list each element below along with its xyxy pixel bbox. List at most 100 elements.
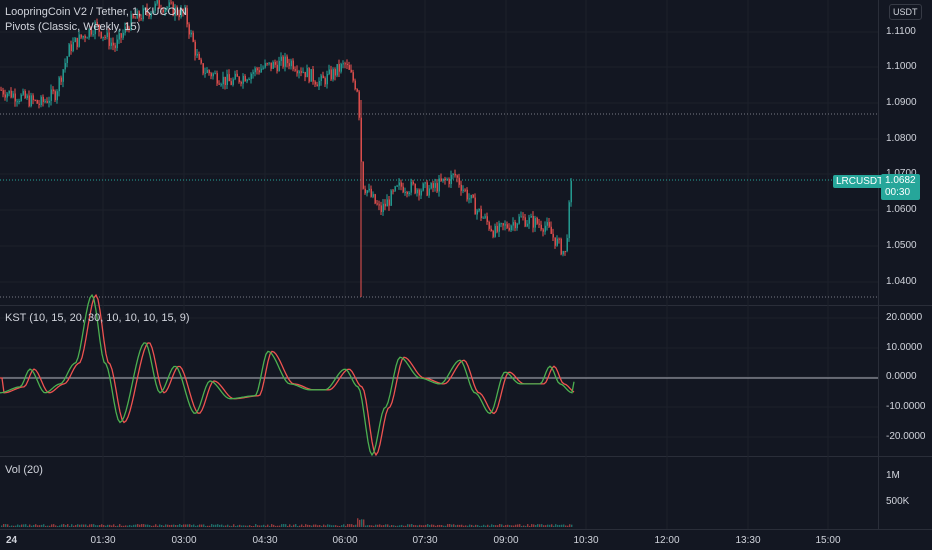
candle-body <box>308 68 310 82</box>
candle-body <box>320 75 322 81</box>
candle-body <box>512 222 514 226</box>
volume-bar <box>55 525 57 527</box>
volume-bar <box>183 524 185 527</box>
candle-body <box>24 91 26 99</box>
candle-body <box>474 197 476 215</box>
candle-body <box>528 217 530 224</box>
candle-body <box>80 34 82 38</box>
candle-body <box>64 63 66 70</box>
candle-body <box>264 63 266 68</box>
kst-axis[interactable] <box>878 306 932 456</box>
volume-bar <box>171 524 173 527</box>
volume-bar <box>137 524 139 527</box>
volume-bar <box>173 524 175 527</box>
volume-bar <box>429 524 431 527</box>
main-legend-indicator[interactable]: Pivots (Classic, Weekly, 15) <box>5 21 141 33</box>
candle-body <box>278 60 280 72</box>
volume-bar <box>45 525 47 527</box>
volume-bar <box>61 524 63 527</box>
candle-body <box>354 80 356 90</box>
volume-bar <box>291 525 293 527</box>
volume-bar <box>127 525 129 527</box>
candle-body <box>152 10 154 13</box>
last-price-badge: 1.0682 00:30 <box>881 174 920 200</box>
volume-bar <box>367 525 369 527</box>
candle-body <box>244 75 246 82</box>
volume-bar <box>95 525 97 527</box>
price-axis[interactable] <box>878 0 932 305</box>
candle-body <box>468 198 470 200</box>
candle-body <box>108 32 110 46</box>
candle-body <box>78 34 80 47</box>
kst-legend[interactable]: KST (10, 15, 20, 30, 10, 10, 10, 15, 9) <box>5 312 190 324</box>
countdown-timer: 00:30 <box>885 187 911 198</box>
volume-bar <box>179 524 181 527</box>
candle-body <box>4 94 6 98</box>
candle-body <box>280 56 282 61</box>
volume-bar <box>337 525 339 527</box>
candle-body <box>510 225 512 231</box>
volume-bar <box>325 525 327 527</box>
candle-body <box>144 8 146 10</box>
candle-body <box>132 14 134 18</box>
candle-body <box>48 100 50 103</box>
volume-bar <box>81 524 83 527</box>
volume-axis[interactable] <box>878 457 932 529</box>
candle-body <box>370 188 372 197</box>
volume-bar <box>151 525 153 527</box>
price-axis-tick: 1.0700 <box>878 168 932 179</box>
volume-bar <box>563 524 565 527</box>
volume-bar <box>455 525 457 527</box>
volume-bar <box>503 525 505 527</box>
candle-body <box>192 32 194 42</box>
candle-body <box>236 73 238 77</box>
candle-body <box>364 188 366 194</box>
volume-bar <box>565 525 567 527</box>
volume-bar <box>445 525 447 527</box>
volume-bar <box>87 525 89 527</box>
volume-bar <box>449 524 451 527</box>
volume-bar <box>435 525 437 527</box>
pane-separator[interactable] <box>0 305 932 306</box>
candle-body <box>328 69 330 74</box>
candle-body <box>436 183 438 192</box>
candle-body <box>134 17 136 19</box>
time-axis-tick: 15:00 <box>815 535 841 546</box>
volume-bar <box>343 524 345 527</box>
volume-bar <box>19 525 21 527</box>
volume-legend[interactable]: Vol (20) <box>5 464 43 476</box>
candle-body <box>104 36 106 38</box>
volume-bar <box>77 524 79 527</box>
candle-body <box>358 91 360 118</box>
candle-body <box>480 208 482 219</box>
candle-body <box>506 224 508 228</box>
volume-bar <box>133 524 135 527</box>
volume-bar <box>397 525 399 527</box>
candle-body <box>272 62 274 69</box>
volume-bar <box>425 524 427 527</box>
volume-bar <box>479 525 481 527</box>
pane-separator[interactable] <box>0 456 932 457</box>
volume-bar <box>229 525 231 527</box>
candle-body <box>330 69 332 80</box>
volume-bar <box>121 525 123 527</box>
volume-bar <box>257 525 259 527</box>
volume-bar <box>273 524 275 527</box>
volume-bar <box>287 525 289 527</box>
currency-button[interactable]: USDT <box>889 4 922 20</box>
volume-bar <box>501 524 503 527</box>
volume-bar <box>141 524 143 527</box>
candle-body <box>270 62 272 69</box>
candle-body <box>432 183 434 188</box>
candle-body <box>426 182 428 196</box>
candle-body <box>362 161 364 189</box>
main-legend-symbol[interactable]: LoopringCoin V2 / Tether, 1, KUCOIN <box>5 6 188 18</box>
volume-bar <box>33 524 35 527</box>
volume-bar <box>461 524 463 527</box>
volume-bar <box>231 525 233 527</box>
time-axis-tick: 09:00 <box>493 535 519 546</box>
volume-bar <box>147 524 149 527</box>
volume-bar <box>31 525 33 527</box>
candle-body <box>466 189 468 200</box>
